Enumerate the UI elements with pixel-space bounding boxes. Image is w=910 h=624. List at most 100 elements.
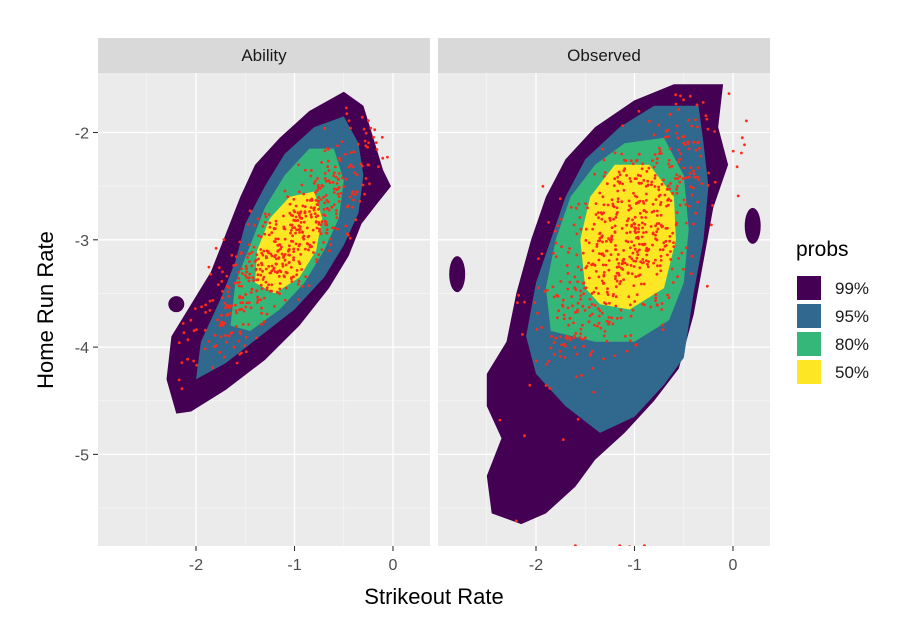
observed-point [615, 258, 619, 261]
ability-point [310, 197, 314, 201]
x-tick-label: -1 [287, 557, 301, 574]
observed-point [679, 94, 682, 98]
ability-point [274, 240, 277, 244]
ability-point [226, 313, 230, 317]
ability-point [241, 296, 245, 300]
ability-point [254, 268, 258, 272]
observed-point [637, 223, 641, 227]
ability-point [276, 243, 280, 247]
observed-point [667, 158, 671, 162]
ability-point [349, 163, 352, 167]
ability-point [264, 256, 268, 260]
observed-point [600, 217, 604, 221]
ability-point [334, 175, 338, 179]
observed-point [576, 301, 580, 305]
observed-point [678, 157, 682, 161]
ability-point [220, 321, 224, 324]
observed-point [727, 92, 731, 95]
observed-point [692, 169, 695, 173]
observed-point [556, 316, 559, 320]
observed-point [689, 166, 693, 170]
observed-point [603, 329, 607, 333]
ability-point [216, 318, 219, 322]
observed-point [574, 544, 577, 546]
ability-point [296, 248, 300, 251]
observed-point [602, 158, 606, 162]
observed-point [629, 180, 633, 183]
observed-point [666, 253, 669, 257]
ability-point [361, 183, 365, 187]
observed-point [605, 339, 609, 343]
observed-point [660, 302, 664, 305]
ability-point [258, 267, 262, 271]
y-tick-label: -2 [75, 126, 89, 143]
observed-point [658, 248, 662, 252]
observed-point [608, 320, 611, 324]
observed-point [552, 295, 556, 299]
ability-point [222, 355, 226, 359]
ability-point [261, 278, 265, 281]
ability-point [232, 345, 236, 349]
ability-point [293, 226, 297, 230]
ability-point [316, 183, 320, 187]
observed-point [687, 147, 691, 151]
ability-point [295, 228, 298, 232]
observed-point [706, 184, 710, 187]
ability-point [303, 168, 307, 172]
observed-point [614, 216, 618, 219]
observed-point [579, 289, 582, 293]
ability-point [270, 254, 274, 258]
ability-point [245, 301, 249, 305]
observed-point [651, 243, 654, 247]
observed-point [643, 209, 646, 212]
ability-point [316, 177, 320, 180]
ability-point [338, 159, 342, 162]
ability-point [327, 200, 330, 204]
observed-point [630, 240, 633, 244]
observed-point [621, 124, 625, 127]
observed-point [740, 136, 744, 140]
ability-point [297, 260, 301, 263]
observed-point [698, 146, 701, 150]
ability-point [228, 311, 232, 315]
ability-point [352, 150, 356, 154]
ability-point [307, 248, 310, 252]
ability-point [305, 242, 309, 245]
observed-point [554, 241, 558, 245]
ability-point [277, 249, 280, 252]
observed-point [597, 321, 601, 325]
observed-point [656, 264, 659, 268]
legend: probs 99% 95% 80% 50% [796, 238, 869, 384]
observed-point [598, 232, 601, 236]
observed-point [528, 383, 532, 387]
observed-point [607, 322, 610, 326]
observed-point [637, 230, 640, 234]
observed-point [627, 199, 631, 203]
ability-point [214, 246, 218, 250]
ability-point [328, 181, 332, 185]
ability-point [322, 195, 326, 199]
ability-point [304, 275, 308, 279]
ability-point [238, 280, 241, 284]
ability-point [283, 189, 287, 193]
observed-point [628, 204, 631, 208]
observed-point [551, 285, 555, 289]
ability-point [351, 190, 355, 194]
observed-point [683, 143, 687, 147]
ability-point [246, 223, 250, 226]
ability-point [241, 323, 245, 326]
ability-point [283, 237, 287, 241]
ability-point [294, 242, 298, 246]
observed-point [640, 243, 644, 246]
ability-point [297, 279, 301, 283]
ability-point [328, 249, 331, 253]
ability-point [238, 330, 242, 334]
ability-point [348, 195, 352, 199]
observed-point [660, 308, 664, 311]
observed-point [629, 159, 633, 163]
observed-point [678, 180, 682, 184]
observed-point [689, 185, 692, 189]
observed-point [592, 222, 596, 226]
ability-point [350, 192, 354, 196]
ability-point [332, 171, 336, 175]
